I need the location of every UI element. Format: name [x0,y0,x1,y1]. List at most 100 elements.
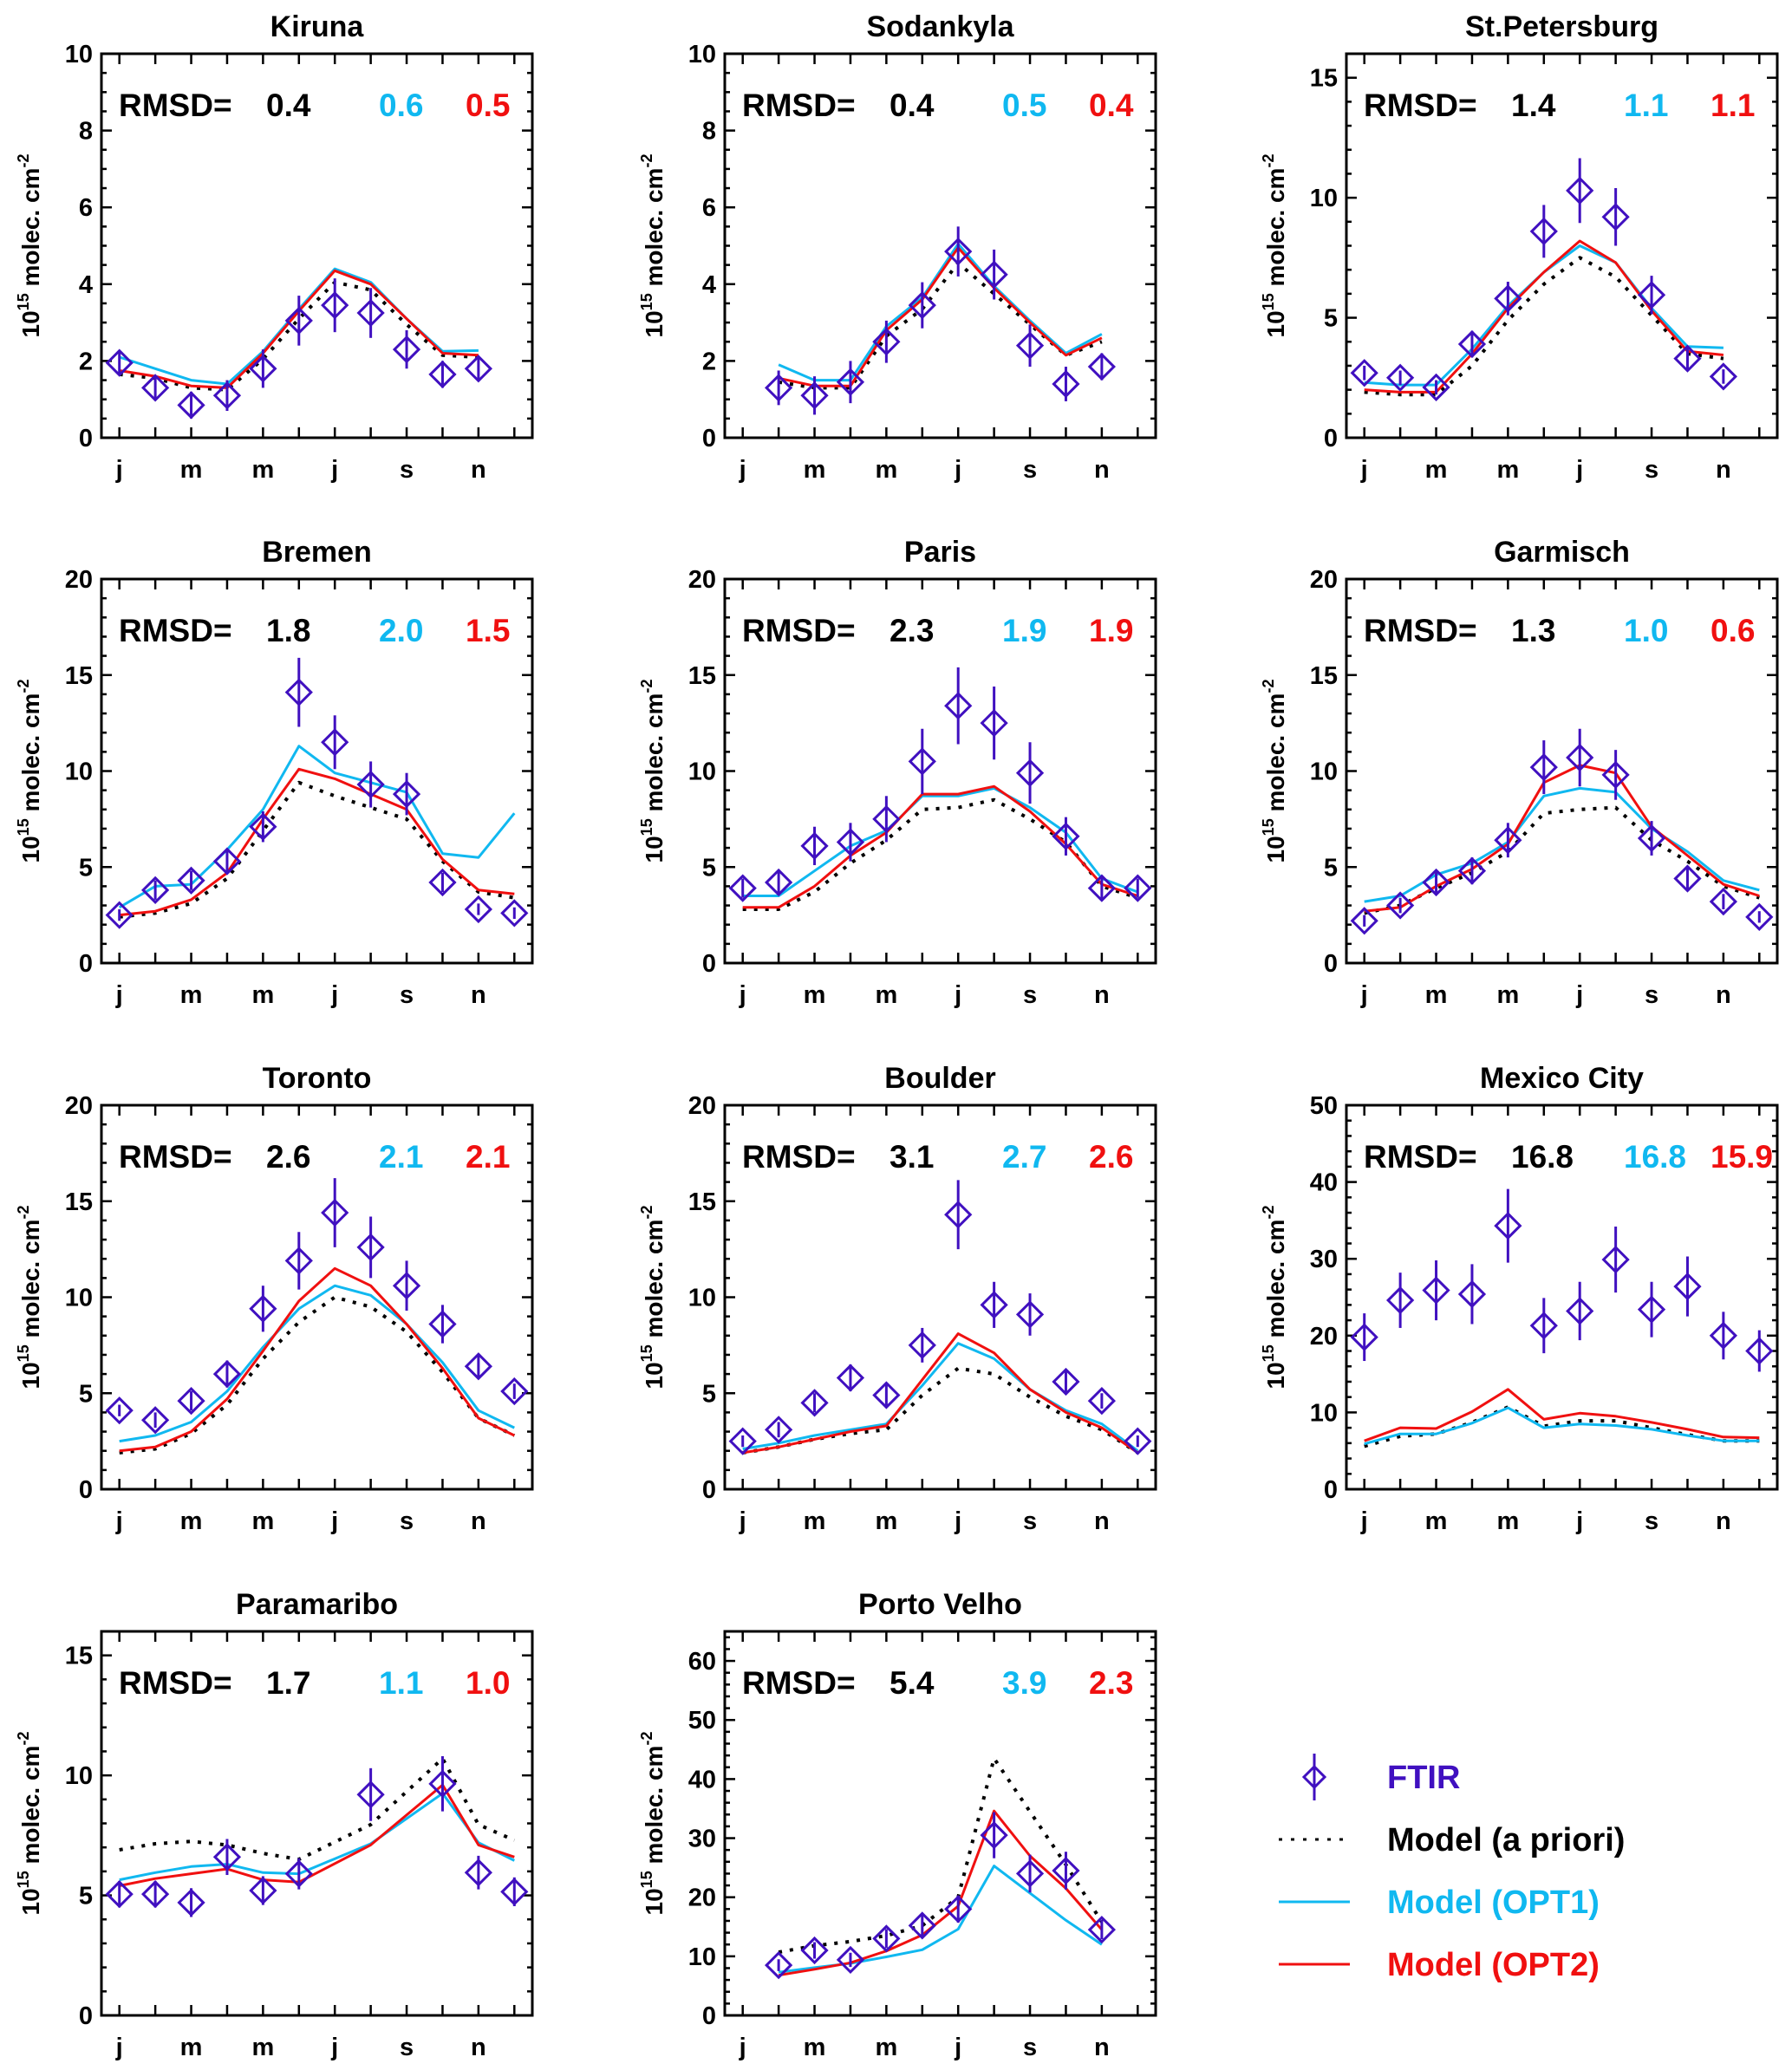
y-tick-label: 20 [688,1884,716,1912]
chart-panel-toronto: Toronto 0 5 10 15 20 j m m j s n 1015 molec. cm-2 RMS… [15,1062,534,1535]
x-tick-label: m [804,456,826,484]
x-tick-label: m [180,981,203,1009]
ftir-diamond-marker [1124,874,1152,902]
ftir-diamond-marker [249,355,277,383]
chart-title: Mexico City [1480,1062,1644,1095]
x-tick-label: m [1425,1507,1448,1535]
ftir-diamond-marker [728,1427,757,1455]
y-tick-label: 10 [688,1943,716,1971]
chart-panel-garmisch: Garmisch 0 5 10 15 20 j m m j s n 1015 molec. cm-2 RM… [1260,536,1779,1009]
ftir-diamond-marker [1529,1312,1558,1340]
y-tick-label: 20 [688,566,716,594]
ftir-diamond-marker [980,1291,1008,1319]
y-tick-label: 10 [1310,1399,1338,1427]
ftir-point [1015,1293,1045,1336]
ftir-diamond-marker [1601,760,1630,790]
ftir-point [1673,344,1702,373]
y-tick-label: 5 [1324,305,1338,333]
y-axis-label: 1015 molec. cm-2 [15,1206,44,1390]
x-tick-label: m [875,2034,897,2061]
x-tick-label: s [400,981,414,1009]
y-tick-label: 0 [79,425,93,452]
ftir-diamond-marker [500,899,529,928]
ftir-point [1566,728,1594,787]
ftir-point [1087,874,1116,902]
y-tick-label: 0 [79,2002,93,2030]
ftir-diamond-marker [1529,217,1558,246]
y-tick-label: 5 [79,1883,93,1911]
ftir-diamond-marker [284,306,313,335]
ftir-diamond-marker [908,1911,936,1940]
ftir-point [908,1911,936,1940]
chart-panel-bremen: Bremen 0 5 10 15 20 j m m j s n 1015 molec. cm-2 RMSD… [15,536,534,1009]
ftir-point [1386,363,1415,392]
series-line-opt1 [118,745,516,909]
ftir-point [1087,1386,1116,1416]
ftir-point [392,1260,421,1312]
y-tick-label: 10 [65,758,93,786]
ftir-point [177,1888,205,1917]
ftir-point [944,1895,973,1924]
ftir-point [428,1755,457,1812]
y-tick-label: 5 [702,854,716,882]
ftir-point [1350,359,1378,387]
ftir-diamond-marker [177,391,205,420]
x-tick-label: j [1360,456,1368,484]
ftir-diamond-marker [1422,373,1450,401]
series-line-apriori [119,780,515,919]
ftir-diamond-marker [872,804,901,833]
ftir-diamond-marker [1637,1295,1666,1324]
x-tick-label: j [115,981,123,1009]
series-line-opt1 [1364,1406,1760,1446]
x-tick-label: m [180,1507,203,1535]
ftir-diamond-marker [464,1352,492,1381]
y-tick-label: 0 [702,950,716,978]
ftir-point [141,876,170,904]
y-tick-label: 40 [688,1766,716,1793]
ftir-diamond-marker [836,1364,865,1392]
y-tick-label: 2 [79,348,93,375]
ftir-point [1566,158,1594,224]
ftir-diamond-marker [1457,856,1487,885]
ftir-point [765,1950,793,1980]
x-tick-label: j [115,1507,123,1535]
x-tick-label: n [1094,1507,1110,1535]
legend-label: Model (OPT2) [1387,1947,1600,1983]
ftir-point [141,1880,170,1909]
series-line-apriori [778,261,1103,390]
ftir-point [1087,352,1116,381]
ftir-diamond-marker [105,901,134,929]
ftir-diamond-marker [464,1858,492,1887]
y-tick-label: 15 [65,1643,93,1670]
x-tick-label: m [251,1507,274,1535]
ftir-point [1422,1260,1450,1321]
series-line-opt2 [742,784,1138,909]
ftir-diamond-marker [944,1201,973,1229]
ftir-diamond-marker [1673,864,1702,893]
y-axis-label: 1015 molec. cm-2 [1260,154,1289,338]
x-tick-label: n [1094,981,1110,1009]
x-tick-label: s [1023,981,1037,1009]
chart-title: Kiruna [270,10,365,43]
series-line-apriori [742,797,1138,911]
ftir-diamond-marker [1494,1211,1522,1240]
ftir-point [1637,276,1666,315]
chart-panel-paramaribo: Paramaribo 0 5 10 15 j m m j s n 1015 molec. cm-2 RM… [15,1588,534,2061]
x-tick-label: j [330,1507,338,1535]
y-tick-label: 15 [688,662,716,690]
ftir-point [908,1327,936,1363]
ftir-point [728,874,757,902]
ftir-diamond-marker [177,1888,205,1917]
chart-panel-mexico-city: Mexico City 0 10 20 30 40 50 j m m j s n 1015 molec. … [1260,1062,1779,1535]
ftir-diamond-marker [1087,1386,1116,1416]
ftir-point [284,1858,313,1890]
ftir-diamond-marker [980,709,1008,738]
ftir-point [1457,856,1487,885]
ftir-diamond-marker [944,692,973,720]
x-tick-label: j [739,1507,746,1535]
y-tick-label: 0 [1324,425,1338,452]
x-tick-label: j [115,456,123,484]
y-axis-label: 1015 molec. cm-2 [638,680,668,863]
x-tick-label: m [251,2034,274,2061]
ftir-diamond-marker [872,328,901,356]
